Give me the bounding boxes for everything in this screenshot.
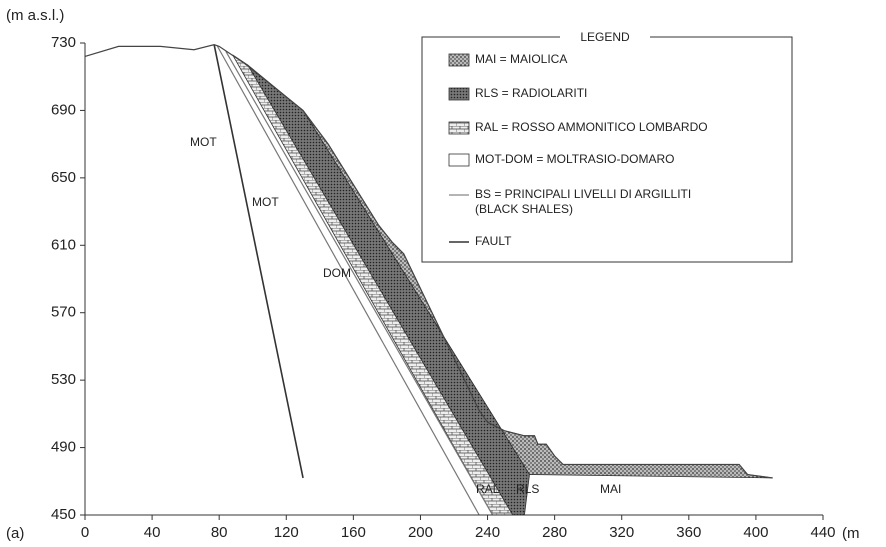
x-tick-label: 400 (743, 524, 768, 541)
y-tick-label: 610 (51, 236, 76, 253)
formation-boundary (225, 51, 494, 516)
y-tick-label: 570 (51, 304, 76, 321)
legend-title-bg (560, 30, 650, 44)
legend-swatch (448, 53, 470, 67)
legend-title: LEGEND (580, 30, 630, 44)
x-axis-label: (m (842, 525, 860, 542)
y-tick-label: 450 (51, 506, 76, 523)
legend-label: RLS = RADIOLARITI (475, 86, 587, 100)
y-axis-label: (m a.s.l.) (6, 7, 64, 24)
unit-label: RLS (516, 482, 539, 496)
unit-label: MAI (600, 482, 621, 496)
x-tick-label: 120 (274, 524, 299, 541)
y-tick-label: 490 (51, 439, 76, 456)
fault (213, 44, 304, 479)
x-tick-label: 240 (475, 524, 500, 541)
x-tick-label: 40 (144, 524, 161, 541)
x-tick-label: 160 (341, 524, 366, 541)
ground-profile (84, 44, 773, 479)
legend-label: BS = PRINCIPALI LIVELLI DI ARGILLITI (475, 187, 691, 201)
panel-label: (a) (6, 525, 24, 542)
x-tick-label: 80 (211, 524, 228, 541)
legend-label: RAL = ROSSO AMMONITICO LOMBARDO (475, 120, 708, 134)
x-tick-label: 360 (676, 524, 701, 541)
x-tick-label: 440 (810, 524, 835, 541)
y-tick-label: 730 (51, 34, 76, 51)
legend-swatch (448, 87, 470, 101)
unit-label: MOT (190, 135, 217, 149)
legend-label: FAULT (475, 234, 512, 248)
y-tick-label: 690 (51, 101, 76, 118)
legend-box (421, 36, 793, 263)
y-tick-label: 530 (51, 371, 76, 388)
x-tick-label: 280 (542, 524, 567, 541)
x-tick-label: 0 (81, 524, 89, 541)
formation-boundary (216, 46, 480, 516)
unit-label: RAL (476, 482, 500, 496)
legend-label: MOT-DOM = MOLTRASIO-DOMARO (475, 152, 674, 166)
x-tick-label: 320 (609, 524, 634, 541)
x-tick-label: 200 (408, 524, 433, 541)
unit-label: MOT (252, 195, 279, 209)
legend-label: MAI = MAIOLICA (475, 52, 567, 66)
legend-swatch (448, 121, 470, 135)
legend-label: (BLACK SHALES) (475, 202, 573, 216)
unit-label: DOM (323, 266, 351, 280)
legend-swatch (448, 153, 470, 167)
y-tick-label: 650 (51, 169, 76, 186)
